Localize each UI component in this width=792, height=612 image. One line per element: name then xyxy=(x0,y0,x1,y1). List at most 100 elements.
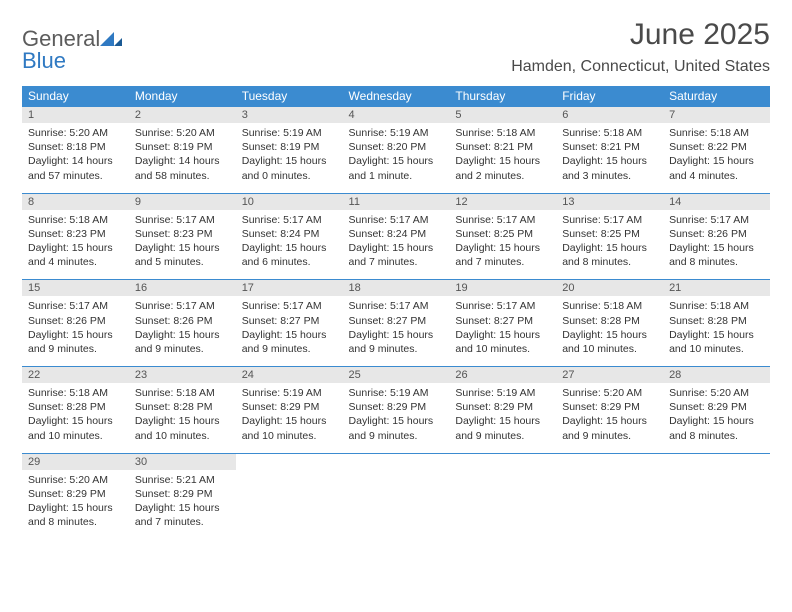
day-data-cell: Sunrise: 5:18 AMSunset: 8:28 PMDaylight:… xyxy=(129,383,236,453)
day-data-row: Sunrise: 5:20 AM Sunset: 8:29 PM Daylight:… xyxy=(22,470,770,540)
sunset-text: Sunset: 8:28 PM xyxy=(28,400,123,414)
sunset-text: Sunset: 8:29 PM xyxy=(455,400,550,414)
day-number-cell: 18 xyxy=(343,280,450,297)
day-data-cell: Sunrise: 5:17 AMSunset: 8:26 PMDaylight:… xyxy=(663,210,770,280)
day-data-cell: Sunrise: 5:18 AMSunset: 8:23 PMDaylight:… xyxy=(22,210,129,280)
sunset-text: Sunset: 8:29 PM xyxy=(242,400,337,414)
sunset-text: Sunset: 8:23 PM xyxy=(28,227,123,241)
sunrise-text: Sunrise: 5:21 AM xyxy=(135,473,230,487)
daylight-text: Daylight: 15 hours and 9 minutes. xyxy=(349,328,444,356)
day-number-cell: 20 xyxy=(556,280,663,297)
day-number-cell: 24 xyxy=(236,367,343,384)
sunset-text: Sunset: 8:25 PM xyxy=(455,227,550,241)
sunset-text: Sunset: 8:18 PM xyxy=(28,140,123,154)
sunset-text: Sunset: 8:22 PM xyxy=(669,140,764,154)
sunset-text: Sunset: 8:25 PM xyxy=(562,227,657,241)
day-of-week-header: Thursday xyxy=(449,86,556,107)
day-data-cell: Sunrise: 5:18 AMSunset: 8:28 PMDaylight:… xyxy=(663,296,770,366)
daylight-text: Daylight: 15 hours and 7 minutes. xyxy=(455,241,550,269)
day-data-cell: Sunrise: 5:17 AMSunset: 8:26 PMDaylight:… xyxy=(22,296,129,366)
day-of-week-header: Monday xyxy=(129,86,236,107)
daylight-text: Daylight: 15 hours and 8 minutes. xyxy=(28,501,123,529)
sunset-text: Sunset: 8:27 PM xyxy=(242,314,337,328)
day-number-row: 891011121314 xyxy=(22,193,770,210)
sunrise-text: Sunrise: 5:17 AM xyxy=(349,213,444,227)
sunrise-text: Sunrise: 5:18 AM xyxy=(135,386,230,400)
day-number-row: 22232425262728 xyxy=(22,367,770,384)
daylight-text: Daylight: 15 hours and 9 minutes. xyxy=(455,414,550,442)
day-of-week-header: Tuesday xyxy=(236,86,343,107)
day-number-cell: 1 xyxy=(22,107,129,124)
sunset-text: Sunset: 8:20 PM xyxy=(349,140,444,154)
sunrise-text: Sunrise: 5:17 AM xyxy=(669,213,764,227)
day-number-cell: 13 xyxy=(556,193,663,210)
day-data-cell: Sunrise: 5:19 AMSunset: 8:20 PMDaylight:… xyxy=(343,123,450,193)
logo-mark-icon xyxy=(100,26,122,51)
day-number-cell: 4 xyxy=(343,107,450,124)
day-data-row: Sunrise: 5:17 AMSunset: 8:26 PMDaylight:… xyxy=(22,296,770,366)
day-number-cell xyxy=(236,453,343,470)
day-number-cell xyxy=(663,453,770,470)
day-of-week-header: Wednesday xyxy=(343,86,450,107)
daylight-text: Daylight: 15 hours and 9 minutes. xyxy=(242,328,337,356)
daylight-text: Daylight: 15 hours and 10 minutes. xyxy=(28,414,123,442)
sunrise-text: Sunrise: 5:17 AM xyxy=(562,213,657,227)
daylight-text: Daylight: 15 hours and 10 minutes. xyxy=(135,414,230,442)
sunrise-text: Sunrise: 5:18 AM xyxy=(669,126,764,140)
sunrise-text: Sunrise: 5:20 AM xyxy=(135,126,230,140)
sunrise-text: Sunrise: 5:18 AM xyxy=(562,126,657,140)
daylight-text: Daylight: 15 hours and 5 minutes. xyxy=(135,241,230,269)
day-of-week-header: Sunday xyxy=(22,86,129,107)
day-data-cell: Sunrise: 5:18 AMSunset: 8:28 PMDaylight:… xyxy=(22,383,129,453)
daylight-text: Daylight: 15 hours and 9 minutes. xyxy=(135,328,230,356)
sunrise-text: Sunrise: 5:19 AM xyxy=(242,126,337,140)
sunrise-text: Sunrise: 5:20 AM xyxy=(28,473,123,487)
sunset-text: Sunset: 8:29 PM xyxy=(135,487,230,501)
daylight-text: Daylight: 15 hours and 9 minutes. xyxy=(349,414,444,442)
day-data-cell: Sunrise: 5:19 AMSunset: 8:29 PMDaylight:… xyxy=(236,383,343,453)
day-number-cell: 11 xyxy=(343,193,450,210)
day-number-cell: 27 xyxy=(556,367,663,384)
daylight-text: Daylight: 14 hours and 58 minutes. xyxy=(135,154,230,182)
day-data-cell xyxy=(236,470,343,540)
daylight-text: Daylight: 15 hours and 4 minutes. xyxy=(669,154,764,182)
sunrise-text: Sunrise: 5:19 AM xyxy=(349,126,444,140)
sunset-text: Sunset: 8:19 PM xyxy=(135,140,230,154)
day-data-row: Sunrise: 5:18 AMSunset: 8:28 PMDaylight:… xyxy=(22,383,770,453)
page-header: General Blue June 2025 Hamden, Connectic… xyxy=(22,18,770,76)
sunrise-text: Sunrise: 5:20 AM xyxy=(28,126,123,140)
daylight-text: Daylight: 15 hours and 7 minutes. xyxy=(349,241,444,269)
day-data-cell: Sunrise: 5:18 AMSunset: 8:22 PMDaylight:… xyxy=(663,123,770,193)
sunrise-text: Sunrise: 5:18 AM xyxy=(455,126,550,140)
day-number-cell: 3 xyxy=(236,107,343,124)
day-number-cell: 23 xyxy=(129,367,236,384)
day-data-row: Sunrise: 5:20 AMSunset: 8:18 PMDaylight:… xyxy=(22,123,770,193)
sunset-text: Sunset: 8:29 PM xyxy=(349,400,444,414)
sunset-text: Sunset: 8:24 PM xyxy=(242,227,337,241)
daylight-text: Daylight: 15 hours and 10 minutes. xyxy=(562,328,657,356)
day-data-cell: Sunrise: 5:20 AMSunset: 8:29 PMDaylight:… xyxy=(663,383,770,453)
day-number-cell: 16 xyxy=(129,280,236,297)
day-data-cell: Sunrise: 5:19 AMSunset: 8:29 PMDaylight:… xyxy=(449,383,556,453)
daylight-text: Daylight: 15 hours and 0 minutes. xyxy=(242,154,337,182)
day-number-row: 2930 xyxy=(22,453,770,470)
sunset-text: Sunset: 8:26 PM xyxy=(135,314,230,328)
title-block: June 2025 Hamden, Connecticut, United St… xyxy=(511,18,770,76)
daylight-text: Daylight: 15 hours and 4 minutes. xyxy=(28,241,123,269)
daylight-text: Daylight: 15 hours and 10 minutes. xyxy=(669,328,764,356)
sunset-text: Sunset: 8:29 PM xyxy=(669,400,764,414)
day-data-cell xyxy=(449,470,556,540)
daylight-text: Daylight: 15 hours and 3 minutes. xyxy=(562,154,657,182)
daylight-text: Daylight: 15 hours and 10 minutes. xyxy=(242,414,337,442)
day-data-row: Sunrise: 5:18 AMSunset: 8:23 PMDaylight:… xyxy=(22,210,770,280)
sunrise-text: Sunrise: 5:18 AM xyxy=(669,299,764,313)
day-number-cell xyxy=(449,453,556,470)
day-number-cell: 14 xyxy=(663,193,770,210)
day-data-cell: Sunrise: 5:17 AMSunset: 8:23 PMDaylight:… xyxy=(129,210,236,280)
daylight-text: Daylight: 15 hours and 9 minutes. xyxy=(562,414,657,442)
day-data-cell: Sunrise: 5:17 AMSunset: 8:26 PMDaylight:… xyxy=(129,296,236,366)
sunrise-text: Sunrise: 5:19 AM xyxy=(349,386,444,400)
sunrise-text: Sunrise: 5:18 AM xyxy=(562,299,657,313)
day-data-cell xyxy=(556,470,663,540)
day-data-cell: Sunrise: 5:17 AMSunset: 8:27 PMDaylight:… xyxy=(343,296,450,366)
